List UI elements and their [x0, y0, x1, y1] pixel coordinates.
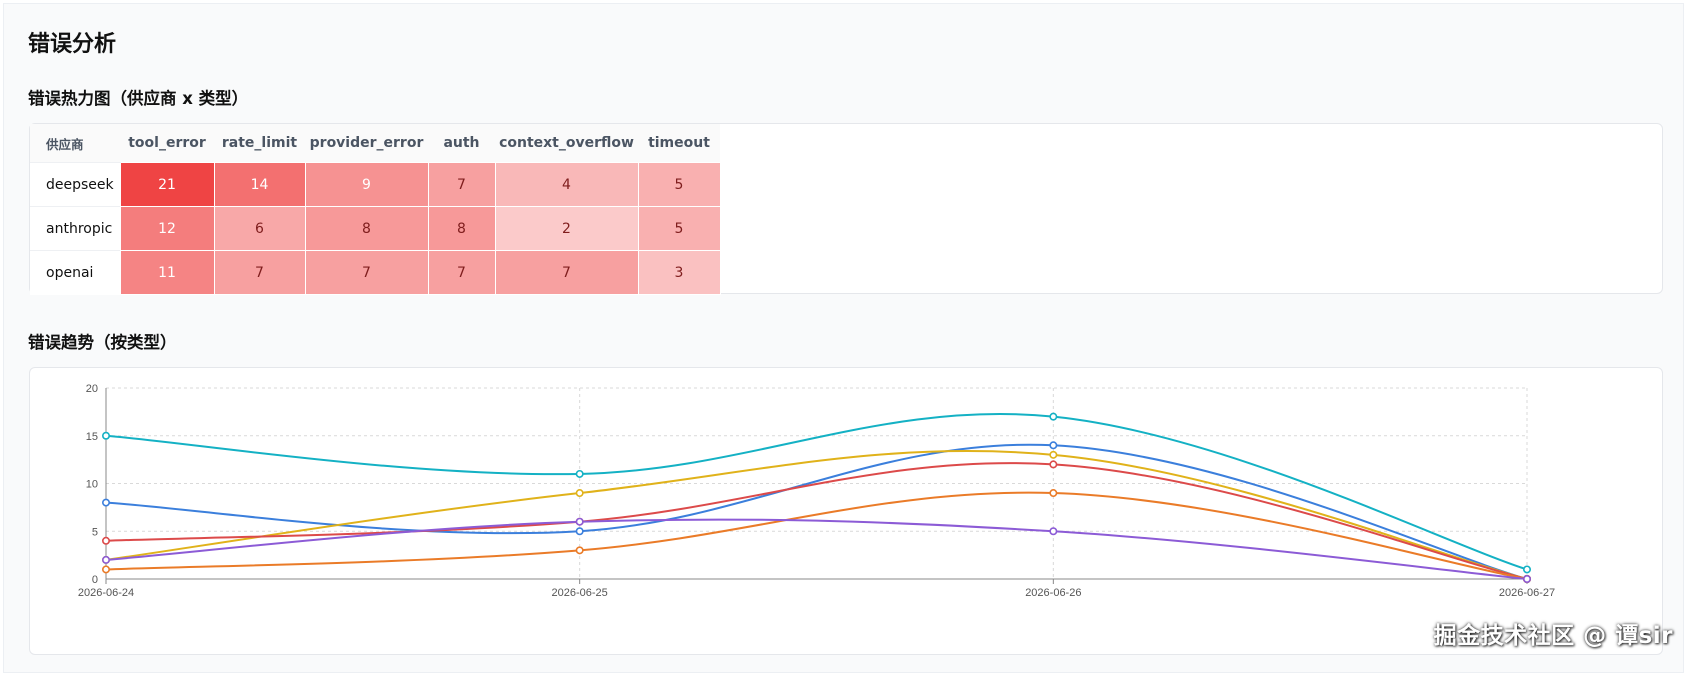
trend-chart-card: 0 5 10 15 20 2026-06-24 2026-06-25 2026-06-26 20…	[29, 367, 1663, 655]
x-tick-label: 2026-06-25	[552, 587, 608, 599]
data-point	[102, 555, 111, 564]
heatmap-cell: 8	[427, 206, 496, 251]
heatmap-col-header: timeout	[638, 124, 720, 163]
series-line	[105, 449, 1528, 580]
heatmap-cell: 8	[304, 206, 429, 251]
data-point	[1523, 565, 1532, 574]
heatmap-cell: 5	[637, 206, 721, 251]
heatmap-col-header: auth	[428, 124, 495, 163]
y-tick-label: 15	[86, 431, 98, 443]
data-point	[1049, 489, 1058, 498]
heatmap-provider-label: deepseek	[30, 162, 120, 207]
heatmap-col-header: provider_error	[305, 124, 428, 163]
x-tick-label: 2026-06-24	[78, 587, 134, 599]
heatmap-cell: 3	[637, 250, 721, 295]
data-point	[1049, 450, 1058, 459]
heatmap-col-header: tool_error	[120, 124, 214, 163]
heatmap-cell: 6	[213, 206, 306, 251]
series-line	[105, 413, 1528, 571]
heatmap-cell: 7	[427, 162, 496, 207]
data-point	[102, 536, 111, 545]
heatmap-row: anthropic 12 6 8 8 2 5	[30, 206, 721, 251]
trend-section-title: 错误趋势（按类型）	[28, 333, 177, 352]
data-point	[575, 489, 584, 498]
y-tick-label: 10	[86, 479, 98, 491]
heatmap-cell: 5	[637, 162, 721, 207]
series-line	[105, 462, 1528, 580]
series-line	[105, 443, 1528, 580]
heatmap-col-header: rate_limit	[214, 124, 305, 163]
heatmap-card: 供应商 tool_error rate_limit provider_error…	[29, 123, 1663, 295]
y-tick-label: 5	[92, 526, 98, 538]
data-point	[1523, 575, 1532, 584]
series-line	[105, 518, 1528, 580]
heatmap-col-header: context_overflow	[495, 124, 638, 163]
heatmap-cell: 7	[427, 250, 496, 295]
heatmap-cell: 14	[213, 162, 306, 207]
heatmap-header-row: 供应商 tool_error rate_limit provider_error…	[30, 124, 720, 163]
heatmap-provider-label: anthropic	[30, 206, 120, 251]
data-point	[102, 431, 111, 440]
error-analysis-page: 错误分析 错误热力图（供应商 x 类型） 供应商 tool_error rate…	[3, 3, 1684, 673]
heatmap-section-title: 错误热力图（供应商 x 类型）	[28, 89, 249, 108]
heatmap-corner-header: 供应商	[30, 124, 120, 163]
heatmap-cell: 7	[494, 250, 639, 295]
error-trend-line-chart: 0 5 10 15 20 2026-06-24 2026-06-25 2026-06-26 20…	[78, 383, 1555, 599]
heatmap-cell: 9	[304, 162, 429, 207]
heatmap-cell: 21	[119, 162, 215, 207]
heatmap-cell: 12	[119, 206, 215, 251]
page-title: 错误分析	[28, 32, 117, 57]
data-point	[575, 469, 584, 478]
series-line	[105, 491, 1528, 580]
heatmap-cell: 7	[304, 250, 429, 295]
data-point	[575, 527, 584, 536]
heatmap-cell: 2	[494, 206, 639, 251]
heatmap-row: openai 11 7 7 7 7 3	[30, 250, 721, 295]
data-point	[102, 498, 111, 507]
heatmap-provider-label: openai	[30, 250, 120, 295]
heatmap-cell: 4	[494, 162, 639, 207]
data-point	[1049, 441, 1058, 450]
heatmap-row: deepseek 21 14 9 7 4 5	[30, 162, 721, 207]
error-heatmap-table: 供应商 tool_error rate_limit provider_error…	[30, 124, 721, 295]
y-tick-label: 20	[86, 383, 98, 395]
data-point	[1049, 460, 1058, 469]
data-point	[1049, 527, 1058, 536]
data-point	[102, 565, 111, 574]
data-point	[575, 546, 584, 555]
data-point	[575, 517, 584, 526]
heatmap-cell: 7	[213, 250, 306, 295]
y-tick-label: 0	[92, 574, 98, 586]
data-point	[1049, 412, 1058, 421]
x-tick-label: 2026-06-26	[1025, 587, 1081, 599]
watermark-text: 掘金技术社区 @ 谭sir	[1433, 623, 1673, 649]
heatmap-cell: 11	[119, 250, 215, 295]
x-tick-label: 2026-06-27	[1499, 587, 1555, 599]
